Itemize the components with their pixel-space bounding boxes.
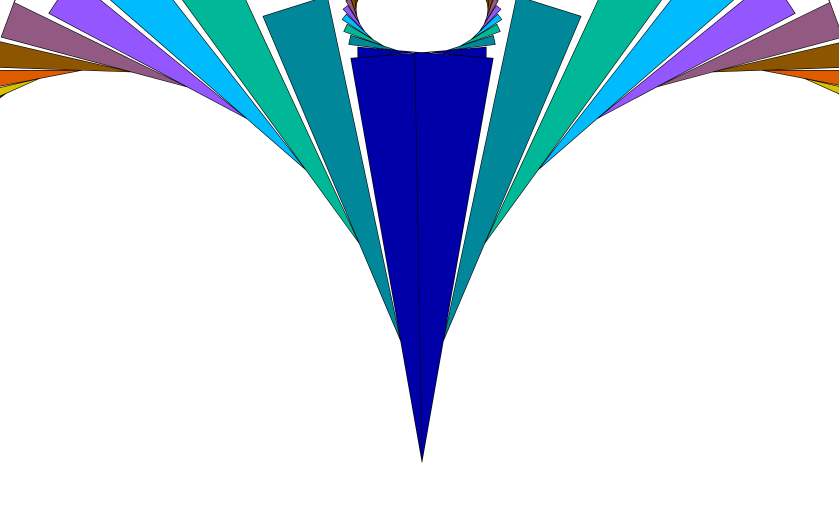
wedge [348,34,399,51]
wedge [0,70,83,87]
wedge [414,51,494,463]
wedge [828,0,831,3]
wedge [428,46,487,59]
wedge [443,0,582,342]
wedge [357,46,416,59]
wedge [460,23,501,47]
wedge [596,0,796,119]
wedge [537,0,735,171]
wedge [445,34,496,51]
wedge [13,0,16,3]
wedge [0,41,132,73]
right-fan [341,0,839,463]
left-fan [0,0,503,463]
wedge [0,2,188,88]
wedge [182,0,360,244]
wedge [262,0,401,342]
wedge [343,23,384,47]
wedge [803,78,839,95]
wedge [712,42,839,73]
wedge [356,0,359,4]
wedge [109,0,307,171]
wedge [484,0,662,244]
wedge [0,93,7,99]
wedge [48,0,248,119]
wedge [761,70,839,86]
wedge [485,0,488,4]
wedge [0,78,41,97]
wedge [656,2,839,88]
